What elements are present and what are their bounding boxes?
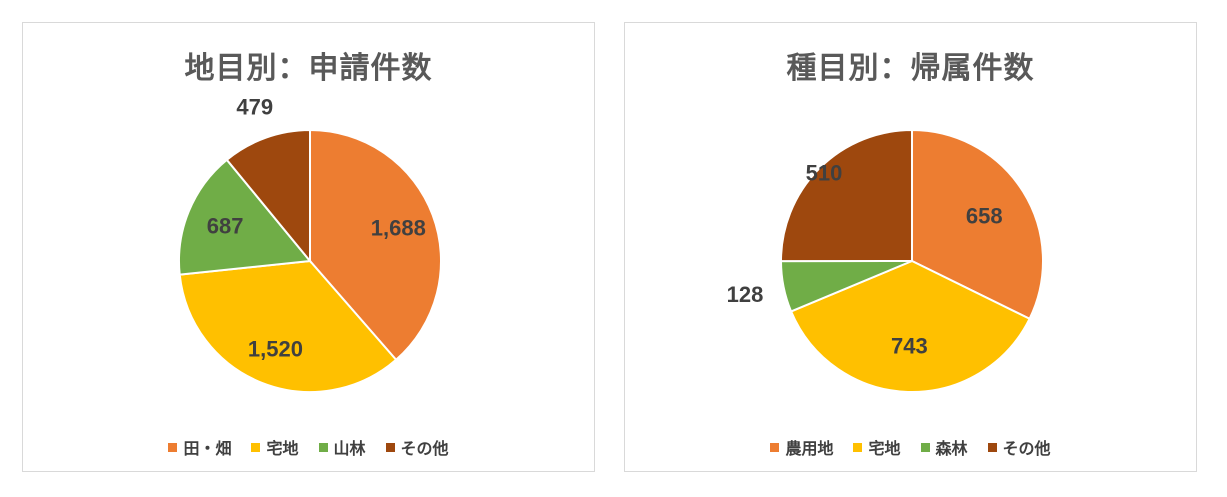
pie-chart: 658 743 128 510 (727, 128, 1044, 393)
legend-item: 農用地 (770, 435, 833, 459)
data-label: 128 (727, 282, 764, 307)
chart-panel-land-category: 地目別：申請件数 1,688 1,520 687 479 田・畑 宅地 山林 その他 (22, 22, 595, 472)
pie-slice (789, 259, 1031, 393)
data-label: 479 (236, 94, 273, 119)
chart-panel-attribution-category: 種目別：帰属件数 658 743 128 510 農用地 宅地 森林 その他 (624, 22, 1197, 472)
legend-swatch (920, 442, 930, 452)
data-label: 1,520 (248, 336, 303, 361)
data-label: 743 (891, 334, 928, 359)
pie-slice (225, 128, 311, 264)
legend: 農用地 宅地 森林 その他 (625, 435, 1196, 459)
legend-label: 森林 (935, 439, 968, 458)
data-label: 658 (966, 203, 1003, 228)
legend-label: その他 (400, 439, 449, 458)
legend-item: 山林 (318, 435, 366, 459)
legend-swatch (318, 442, 328, 452)
legend-swatch (168, 442, 178, 452)
legend-item: その他 (987, 435, 1051, 459)
legend: 田・畑 宅地 山林 その他 (23, 435, 594, 459)
legend-label: 農用地 (785, 439, 834, 458)
pie-slice (911, 128, 1044, 321)
legend-item: 森林 (920, 435, 968, 459)
legend-swatch (770, 442, 780, 452)
data-label: 687 (207, 214, 244, 239)
chart-title: 地目別：申請件数 (184, 51, 433, 86)
legend-label: 山林 (333, 439, 366, 458)
legend-swatch (385, 442, 395, 452)
legend-swatch (251, 442, 261, 452)
legend-item: 宅地 (251, 435, 299, 459)
data-label: 510 (806, 161, 843, 186)
legend-item: その他 (385, 435, 449, 459)
pie-slice (178, 158, 312, 276)
legend-label: 田・畑 (183, 439, 232, 458)
pie-slice (178, 259, 398, 393)
legend-label: その他 (1002, 439, 1051, 458)
pie-slice (309, 128, 442, 362)
data-label: 1,688 (371, 215, 426, 240)
legend-swatch (853, 442, 863, 452)
legend-label: 宅地 (868, 439, 901, 458)
legend-label: 宅地 (266, 439, 299, 458)
legend-item: 田・畑 (168, 435, 231, 459)
pie-chart: 1,688 1,520 687 479 (178, 94, 442, 393)
chart-title: 種目別：帰属件数 (786, 51, 1035, 86)
legend-item: 宅地 (853, 435, 901, 459)
pie-slice (779, 128, 913, 263)
legend-swatch (987, 442, 997, 452)
